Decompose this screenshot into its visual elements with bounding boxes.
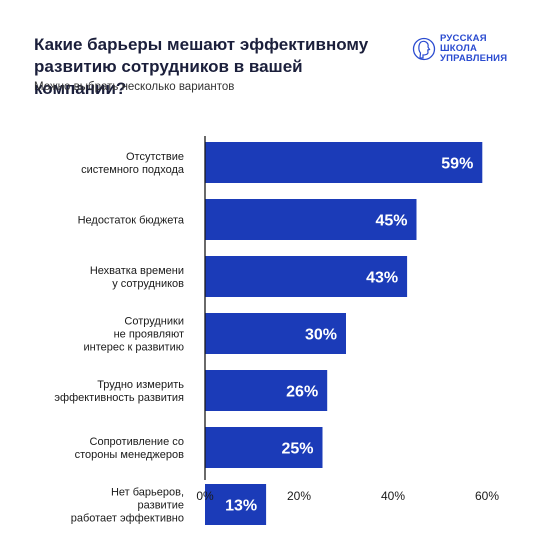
chart-subtitle: Можно выбрать несколько вариантов: [34, 81, 235, 93]
chart-title: Какие барьеры мешают эффективному развит…: [34, 35, 369, 98]
logo-line-3: УПРАВЛЕНИЯ: [440, 53, 508, 64]
bar-3: [205, 256, 408, 297]
x-tick-label: 0%: [196, 489, 214, 503]
category-label: Нехватка времени у сотрудников: [90, 265, 184, 290]
bar-value-label: 25%: [281, 441, 313, 458]
bar-value-label: 59%: [441, 156, 473, 173]
x-tick-label: 20%: [287, 489, 311, 503]
x-tick-label: 40%: [381, 489, 405, 503]
category-label: Трудно измерить эффективность развития: [54, 379, 184, 404]
category-label: Сопротивление со стороны менеджеров: [75, 436, 185, 461]
logo-line-2: ШКОЛА: [440, 43, 478, 54]
bar-2: [205, 199, 417, 240]
head-profile-icon: [412, 37, 436, 61]
bar-value-label: 30%: [305, 327, 337, 344]
bar-6: [205, 427, 323, 468]
category-label: Недостаток бюджета: [78, 215, 185, 227]
x-tick-label: 60%: [475, 489, 499, 503]
brand-logo: РУССКАЯ ШКОЛА УПРАВЛЕНИЯ: [412, 34, 522, 74]
bar-1: [205, 142, 483, 183]
bar-value-label: 13%: [225, 498, 257, 515]
bar-value-label: 26%: [286, 384, 318, 401]
bar-7: [205, 484, 267, 525]
bar-value-label: 45%: [375, 213, 407, 230]
logo-line-1: РУССКАЯ: [440, 33, 487, 44]
bar-5: [205, 370, 328, 411]
category-label: Нет барьеров, развитие работает эффективно: [71, 487, 184, 525]
category-label: Сотрудники не проявляют интерес к развитию: [84, 316, 185, 354]
bar-4: [205, 313, 346, 354]
category-label: Отсутствие системного подхода: [81, 151, 185, 176]
logo-text: РУССКАЯ ШКОЛА УПРАВЛЕНИЯ: [440, 34, 507, 64]
bar-value-label: 43%: [366, 270, 398, 287]
